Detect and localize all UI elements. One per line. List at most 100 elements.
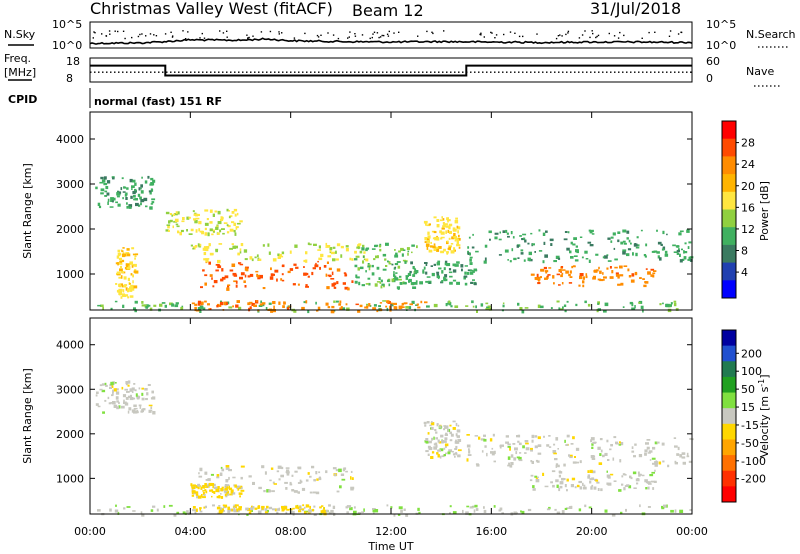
colorbar-tick-label: 200 — [741, 347, 762, 360]
scatter-cell — [204, 247, 209, 252]
scatter-cell — [686, 229, 690, 233]
scatter-cell — [531, 460, 534, 464]
scatter-cell — [650, 268, 655, 271]
colorbar-tick-label: 15 — [741, 401, 755, 414]
scatter-cell — [272, 309, 276, 313]
scatter-cell — [126, 506, 131, 508]
noise-dot — [490, 31, 492, 34]
scatter-cell — [674, 445, 678, 448]
scatter-cell — [465, 511, 469, 515]
scatter-cell — [537, 304, 541, 308]
scatter-cell — [672, 244, 676, 247]
scatter-cell — [350, 476, 352, 480]
scatter-cell — [394, 275, 397, 279]
scatter-cell — [475, 305, 477, 309]
scatter-cell — [299, 505, 302, 508]
scatter-cell — [141, 301, 144, 304]
freq-label-1: Freq. — [4, 52, 31, 65]
scatter-cell — [247, 302, 251, 306]
noise-dot — [376, 32, 379, 34]
scatter-cell — [211, 277, 213, 280]
scatter-cell — [465, 305, 469, 307]
scatter-cell — [285, 467, 290, 469]
scatter-cell — [436, 423, 439, 426]
scatter-cell — [270, 467, 274, 470]
scatter-cell — [582, 284, 585, 288]
scatter-cell — [215, 250, 218, 253]
scatter-cell — [355, 274, 358, 278]
colorbar-bin — [722, 174, 736, 193]
scatter-cell — [134, 188, 137, 192]
scatter-cell — [572, 461, 577, 464]
scatter-cell — [443, 454, 446, 457]
scatter-cell — [515, 451, 518, 455]
scatter-cell — [220, 216, 224, 220]
scatter-cell — [231, 211, 235, 214]
scatter-cell — [500, 444, 504, 447]
scatter-cell — [379, 302, 383, 304]
scatter-cell — [245, 507, 249, 511]
scatter-cell — [128, 407, 132, 411]
colorbar-bin — [722, 121, 736, 140]
scatter-cell — [149, 206, 151, 210]
scatter-cell — [617, 231, 621, 234]
scatter-cell — [430, 456, 434, 459]
scatter-cell — [524, 307, 529, 309]
scatter-cell — [263, 490, 266, 493]
scatter-cell — [417, 306, 421, 309]
scatter-cell — [350, 488, 354, 491]
scatter-cell — [640, 305, 644, 309]
scatter-cell — [397, 287, 400, 290]
scatter-cell — [227, 285, 230, 288]
scatter-cell — [405, 513, 409, 517]
scatter-cell — [113, 404, 118, 408]
scatter-cell — [315, 301, 317, 305]
scatter-cell — [572, 243, 576, 246]
scatter-cell — [330, 309, 335, 314]
scatter-cell — [101, 383, 105, 386]
scatter-cell — [131, 180, 135, 183]
scatter-cell — [689, 258, 693, 262]
scatter-cell — [283, 506, 288, 510]
scatter-cell — [472, 279, 475, 281]
noise-dot — [561, 35, 563, 37]
noise-dot — [327, 32, 329, 34]
scatter-cell — [336, 281, 339, 285]
noise-dot — [677, 33, 680, 35]
scatter-cell — [111, 394, 114, 397]
colorbar-bin — [722, 244, 736, 264]
scatter-cell — [562, 306, 564, 309]
velocity-ylabel: Slant Range [km] — [21, 368, 34, 464]
scatter-cell — [534, 251, 536, 253]
scatter-cell — [590, 486, 593, 490]
scatter-cell — [610, 444, 613, 447]
scatter-cell — [429, 424, 432, 427]
scatter-cell — [432, 245, 436, 249]
scatter-cell — [560, 274, 563, 278]
scatter-cell — [210, 489, 214, 492]
scatter-cell — [468, 448, 470, 451]
colorbar-bin — [722, 408, 736, 425]
scatter-cell — [454, 441, 459, 444]
scatter-cell — [204, 209, 209, 212]
scatter-cell — [266, 509, 269, 513]
scatter-cell — [141, 513, 145, 517]
scatter-cell — [326, 245, 331, 248]
scatter-cell — [679, 259, 683, 263]
scatter-cell — [587, 241, 592, 244]
scatter-cell — [199, 507, 202, 510]
noise-dot — [348, 36, 350, 38]
scatter-cell — [564, 484, 567, 488]
scatter-cell — [195, 508, 198, 512]
scatter-cell — [602, 272, 604, 275]
scatter-cell — [456, 281, 460, 285]
scatter-cell — [122, 197, 124, 200]
scatter-cell — [433, 446, 437, 450]
scatter-cell — [418, 511, 421, 514]
scatter-cell — [644, 479, 648, 483]
scatter-cell — [413, 282, 418, 285]
scatter-cell — [262, 244, 265, 247]
scatter-cell — [569, 456, 573, 458]
scatter-cell — [566, 247, 570, 251]
scatter-cell — [455, 439, 457, 442]
